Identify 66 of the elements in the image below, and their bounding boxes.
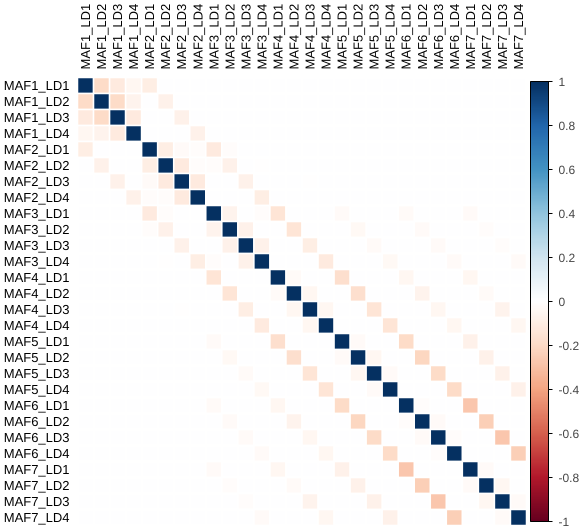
x-tick-label: MAF2_LD1 — [142, 4, 158, 70]
x-tick-label: MAF1_LD2 — [94, 4, 110, 70]
y-tick-label: MAF7_LD1 — [4, 462, 70, 477]
y-tick-label: MAF3_LD2 — [4, 222, 70, 237]
color-bar-label: -0.8 — [558, 471, 580, 485]
y-tick-label: MAF3_LD4 — [4, 254, 70, 269]
x-tick-label: MAF2_LD4 — [190, 4, 206, 70]
color-bar-label: 0.6 — [558, 163, 576, 177]
color-bar-label: 0 — [558, 295, 566, 309]
y-tick-label: MAF7_LD3 — [4, 494, 70, 509]
x-tick-label: MAF7_LD1 — [462, 4, 478, 70]
x-tick-label: MAF5_LD4 — [382, 4, 398, 70]
y-tick-label: MAF5_LD2 — [4, 350, 70, 365]
y-tick-label: MAF2_LD1 — [4, 142, 70, 157]
y-tick-label: MAF5_LD4 — [4, 382, 70, 397]
y-tick-label: MAF2_LD4 — [4, 190, 70, 205]
y-tick-label: MAF4_LD4 — [4, 318, 70, 333]
y-tick-label: MAF1_LD1 — [4, 78, 70, 93]
x-tick-label: MAF6_LD4 — [446, 4, 462, 70]
x-tick-label: MAF3_LD3 — [238, 4, 254, 70]
x-tick-label: MAF1_LD3 — [110, 4, 126, 70]
color-bar-label: 0.8 — [558, 119, 576, 133]
x-tick-label: MAF3_LD2 — [222, 4, 238, 70]
y-tick-label: MAF5_LD1 — [4, 334, 70, 349]
x-tick-label: MAF3_LD4 — [254, 4, 270, 70]
y-tick-label: MAF6_LD3 — [4, 430, 70, 445]
x-tick-label: MAF5_LD3 — [366, 4, 382, 70]
x-tick-label: MAF5_LD2 — [350, 4, 366, 70]
x-tick-label: MAF4_LD4 — [318, 4, 334, 70]
y-tick-label: MAF4_LD1 — [4, 270, 70, 285]
x-tick-label: MAF6_LD1 — [398, 4, 414, 70]
y-tick-label: MAF6_LD1 — [4, 398, 70, 413]
x-tick-label: MAF6_LD2 — [414, 4, 430, 70]
y-tick-label: MAF1_LD3 — [4, 110, 70, 125]
color-bar-label: 0.4 — [558, 207, 576, 221]
x-tick-label: MAF2_LD2 — [158, 4, 174, 70]
y-tick-label: MAF7_LD4 — [4, 510, 70, 525]
x-tick-label: MAF4_LD1 — [270, 4, 286, 70]
x-tick-label: MAF6_LD3 — [430, 4, 446, 70]
y-tick-label: MAF7_LD2 — [4, 478, 70, 493]
y-tick-label: MAF5_LD3 — [4, 366, 70, 381]
x-tick-label: MAF2_LD3 — [174, 4, 190, 70]
y-tick-label: MAF4_LD3 — [4, 302, 70, 317]
color-bar-label: -0.4 — [558, 383, 580, 397]
x-tick-label: MAF5_LD1 — [334, 4, 350, 70]
y-tick-label: MAF4_LD2 — [4, 286, 70, 301]
x-tick-label: MAF7_LD4 — [510, 4, 526, 70]
y-tick-label: MAF3_LD1 — [4, 206, 70, 221]
y-tick-label: MAF6_LD4 — [4, 446, 70, 461]
x-tick-label: MAF4_LD2 — [286, 4, 302, 70]
x-tick-label: MAF4_LD3 — [302, 4, 318, 70]
x-tick-label: MAF7_LD3 — [494, 4, 510, 70]
y-tick-label: MAF3_LD3 — [4, 238, 70, 253]
y-tick-label: MAF2_LD3 — [4, 174, 70, 189]
x-tick-label: MAF3_LD1 — [206, 4, 222, 70]
y-tick-label: MAF1_LD4 — [4, 126, 70, 141]
x-tick-label: MAF7_LD2 — [478, 4, 494, 70]
color-bar-label: 0.2 — [558, 251, 576, 265]
color-bar-label: 1 — [558, 75, 566, 89]
y-tick-label: MAF2_LD2 — [4, 158, 70, 173]
y-tick-label: MAF6_LD2 — [4, 414, 70, 429]
x-tick-label: MAF1_LD4 — [126, 4, 142, 70]
color-bar-label: -1 — [558, 515, 570, 529]
color-bar-label: -0.6 — [558, 427, 580, 441]
y-tick-label: MAF1_LD2 — [4, 94, 70, 109]
color-bar-label: -0.2 — [558, 339, 580, 353]
